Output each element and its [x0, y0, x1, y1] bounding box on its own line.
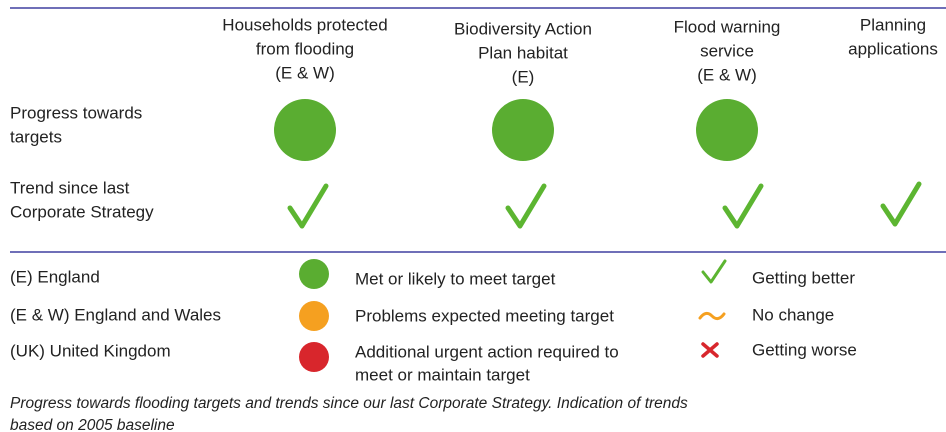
column-header: Biodiversity Action	[454, 19, 592, 38]
column-header: service	[700, 41, 754, 60]
column-header: (E & W)	[697, 65, 757, 84]
legend-text: No change	[752, 305, 834, 324]
trend-check	[505, 183, 547, 229]
legend-text: (E & W) England and Wales	[10, 305, 221, 324]
trend-check	[880, 181, 922, 227]
status-green	[696, 99, 758, 161]
legend-text: meet or maintain target	[355, 365, 530, 384]
column-header: Plan habitat	[478, 43, 568, 62]
legend-text: Met or likely to meet target	[355, 269, 556, 288]
column-header: (E)	[512, 67, 535, 86]
row-label: Progress towards	[10, 103, 142, 122]
legend-text: Getting better	[752, 268, 855, 287]
legend-text: (UK) United Kingdom	[10, 341, 171, 360]
trend-check	[287, 183, 329, 229]
column-header: (E & W)	[275, 63, 335, 82]
legend-text: Getting worse	[752, 340, 857, 359]
row-label: targets	[10, 127, 62, 146]
legend-red	[299, 342, 329, 372]
trend-check	[722, 183, 764, 229]
legend-text: Problems expected meeting target	[355, 306, 614, 325]
column-header: applications	[848, 39, 938, 58]
column-header: from flooding	[256, 39, 354, 58]
legend-check	[701, 259, 727, 284]
status-green	[274, 99, 336, 161]
legend-orange	[299, 301, 329, 331]
row-label: Trend since last	[10, 178, 130, 197]
caption: based on 2005 baseline	[10, 417, 175, 432]
legend-text: Additional urgent action required to	[355, 342, 619, 361]
column-header: Planning	[860, 15, 926, 34]
legend-cross	[701, 342, 719, 358]
column-header: Flood warning	[674, 17, 781, 36]
status-green	[492, 99, 554, 161]
column-header: Households protected	[222, 15, 387, 34]
row-label: Corporate Strategy	[10, 202, 154, 221]
caption: Progress towards flooding targets and tr…	[10, 395, 688, 412]
legend-green	[299, 259, 329, 289]
legend-text: (E) England	[10, 267, 100, 286]
legend-tilde	[698, 311, 726, 321]
